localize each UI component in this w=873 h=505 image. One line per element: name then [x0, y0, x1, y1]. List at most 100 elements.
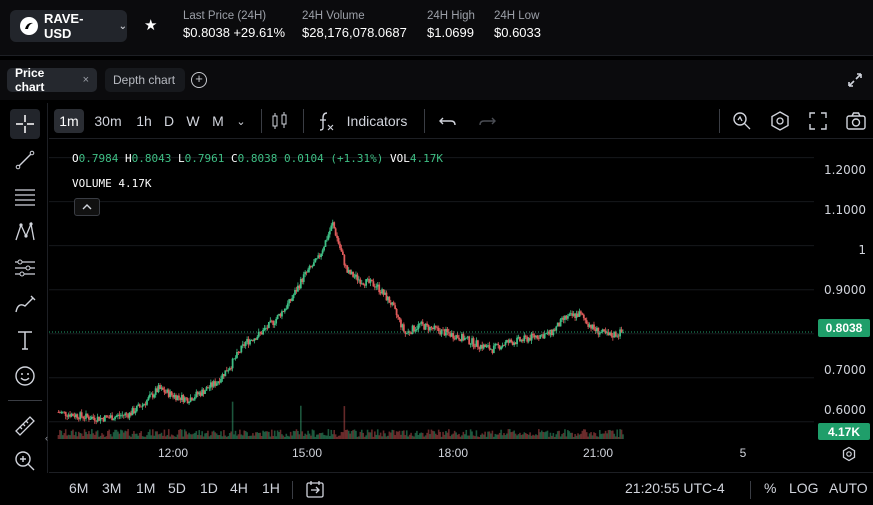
volume-bar: [542, 431, 544, 439]
percent-toggle[interactable]: %: [764, 480, 777, 496]
volume-bar: [619, 429, 621, 439]
volume-bar: [349, 433, 351, 439]
candle-body: [86, 413, 89, 417]
redo-icon[interactable]: [476, 110, 498, 132]
axis-settings-icon[interactable]: [841, 446, 857, 462]
volume-bar: [565, 436, 568, 439]
timeframe-1m[interactable]: 1m: [54, 109, 84, 133]
camera-icon[interactable]: [845, 110, 867, 132]
volume-bar: [503, 433, 505, 439]
range-3m[interactable]: 3M: [102, 480, 122, 496]
log-toggle[interactable]: LOG: [789, 480, 819, 496]
emoji-tool[interactable]: [10, 361, 40, 391]
timeframe-w[interactable]: W: [186, 113, 200, 129]
favorite-star-icon[interactable]: ★: [144, 17, 158, 34]
auto-toggle[interactable]: AUTO: [829, 480, 868, 496]
timeframe-m[interactable]: M: [212, 113, 224, 129]
brush-tool[interactable]: [10, 289, 40, 319]
price-chart[interactable]: [49, 140, 814, 443]
volume-bar: [70, 430, 73, 439]
volume-bar: [86, 434, 89, 439]
quick-search-icon[interactable]: [731, 110, 753, 132]
timeframe-1h[interactable]: 1h: [136, 113, 152, 129]
tab-depth-chart[interactable]: Depth chart: [105, 68, 185, 92]
fib-tool[interactable]: [10, 181, 40, 211]
candle-body: [103, 415, 106, 422]
date-range-icon[interactable]: [305, 479, 325, 499]
price-tick: 0.9000: [824, 283, 866, 297]
low-stat: 24H Low $0.6033: [494, 10, 541, 40]
pair-selector[interactable]: RAVE-USD ⌄: [10, 10, 127, 42]
collapse-legend-button[interactable]: [74, 198, 100, 216]
candle-body: [590, 324, 592, 329]
candle-body: [421, 321, 424, 325]
volume-bar: [80, 433, 83, 439]
tool-divider: [8, 400, 42, 401]
volume-bar: [291, 435, 293, 439]
candle-body: [466, 336, 469, 338]
volume-bar: [387, 435, 389, 439]
prediction-tool[interactable]: [10, 253, 40, 283]
add-tab-icon[interactable]: +: [191, 72, 207, 88]
trend-line-tool[interactable]: [10, 145, 40, 175]
candle-body: [604, 330, 607, 334]
volume-bar: [134, 433, 137, 439]
candle-body: [598, 333, 601, 335]
indicators-button[interactable]: Indicators: [346, 113, 408, 129]
range-5d[interactable]: 5D: [168, 480, 186, 496]
clock[interactable]: 21:20:55 UTC-4: [625, 480, 725, 496]
pattern-tool[interactable]: [10, 217, 40, 247]
measure-tool[interactable]: [10, 411, 40, 441]
price-axis[interactable]: 1.2000 1.1000 1 0.9000 0.7000 0.6000: [814, 140, 873, 443]
candle-body: [427, 325, 430, 331]
fullscreen-icon[interactable]: [807, 110, 829, 132]
range-4h[interactable]: 4H: [230, 480, 248, 496]
volume-bar: [578, 434, 581, 439]
volume-bar: [597, 436, 600, 439]
timeframe-dropdown-icon[interactable]: ⌄: [236, 115, 246, 128]
range-1m[interactable]: 1M: [136, 480, 156, 496]
candle-body: [294, 289, 296, 295]
candle-body: [144, 404, 147, 405]
candle-body: [495, 343, 498, 345]
volume-bar: [559, 436, 562, 439]
candle-body: [484, 344, 487, 348]
zoom-tool[interactable]: [10, 446, 40, 476]
candle-type-icon[interactable]: [269, 110, 291, 132]
close-icon[interactable]: ×: [82, 74, 89, 86]
candle-body: [83, 418, 86, 420]
candle-body: [125, 413, 128, 415]
timeframe-30m[interactable]: 30m: [94, 113, 122, 129]
volume-bar: [575, 435, 578, 439]
text-tool[interactable]: [10, 325, 40, 355]
candle-body: [461, 333, 463, 342]
candle-body: [212, 381, 215, 387]
candle-body: [578, 311, 581, 317]
collapse-toolbar-icon[interactable]: ‹: [45, 433, 48, 443]
timeframe-d[interactable]: D: [163, 113, 175, 129]
settings-hex-icon[interactable]: [769, 110, 791, 132]
volume-bar: [212, 430, 215, 439]
candle-body: [384, 292, 386, 295]
volume-bar: [210, 435, 212, 439]
volume-bar: [246, 432, 248, 439]
range-6m[interactable]: 6M: [69, 480, 89, 496]
candle-body: [347, 270, 350, 273]
indicators-icon[interactable]: [315, 110, 337, 132]
volume-bar: [221, 436, 224, 439]
volume-bar: [128, 435, 131, 439]
range-1d[interactable]: 1D: [200, 480, 218, 496]
sliders-icon: [15, 259, 35, 277]
volume-bar: [288, 436, 291, 439]
volume-bar: [549, 432, 552, 439]
undo-icon[interactable]: [437, 110, 459, 132]
candle-body: [196, 391, 199, 395]
candle-body: [564, 315, 566, 320]
crosshair-tool[interactable]: [10, 109, 40, 139]
candle-body: [595, 327, 598, 332]
expand-icon[interactable]: [847, 72, 863, 88]
tab-price-chart[interactable]: Price chart ×: [7, 66, 97, 94]
time-axis[interactable]: 12:00 15:00 18:00 21:00 5: [49, 443, 814, 463]
volume-bar: [491, 430, 494, 439]
range-1h[interactable]: 1H: [262, 480, 280, 496]
